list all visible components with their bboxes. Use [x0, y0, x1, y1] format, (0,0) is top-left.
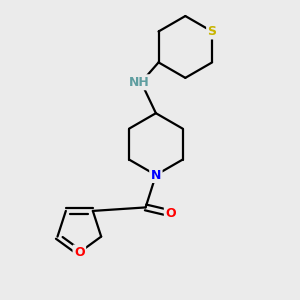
Text: N: N: [151, 169, 161, 182]
Text: S: S: [208, 25, 217, 38]
Text: O: O: [74, 246, 85, 259]
Text: NH: NH: [129, 76, 150, 89]
Text: O: O: [165, 207, 176, 220]
